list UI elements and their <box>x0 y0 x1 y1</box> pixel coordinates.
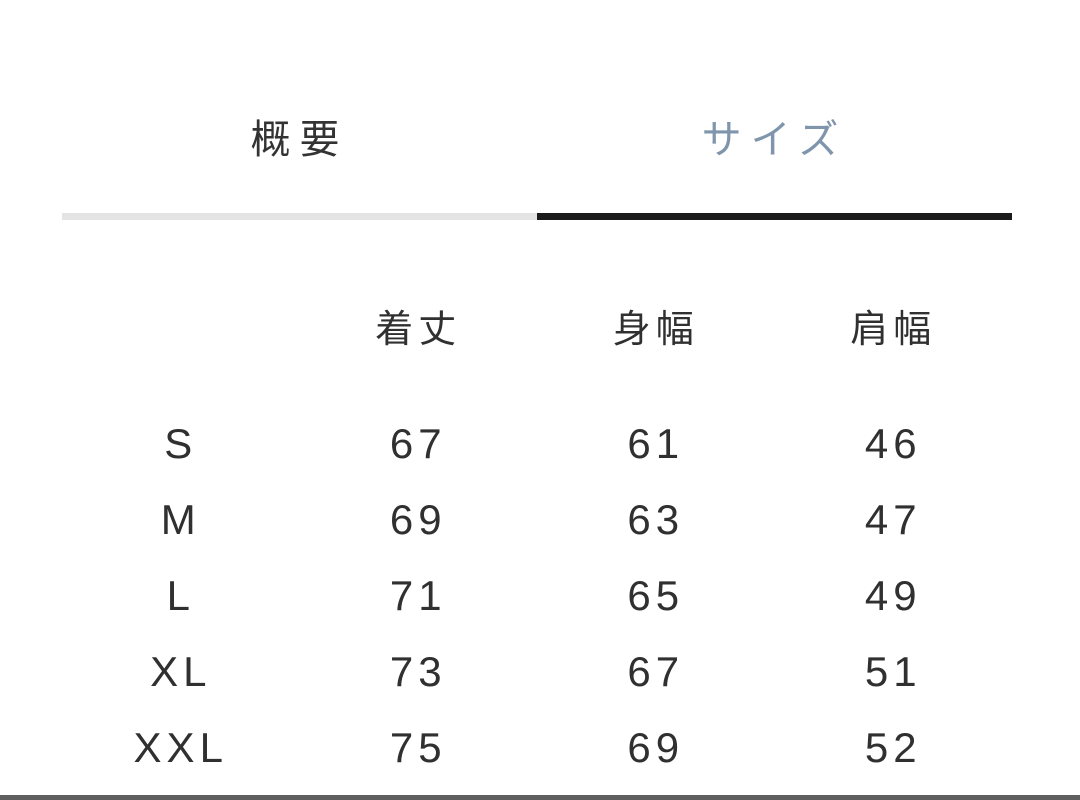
table-row: L 71 65 49 <box>62 558 1012 634</box>
column-header-shoulder-width: 肩幅 <box>850 308 937 351</box>
table-row: S 67 61 46 <box>62 406 1012 482</box>
measurement-value: 69 <box>389 496 447 543</box>
tab-overview[interactable]: 概要 <box>62 96 537 176</box>
bottom-divider <box>0 795 1080 800</box>
table-header-row: 着丈 身幅 肩幅 <box>62 287 1012 363</box>
size-table: 着丈 身幅 肩幅 S 67 61 46 M 69 63 47 L 71 65 4… <box>62 287 1012 786</box>
measurement-value: 49 <box>864 572 922 619</box>
measurement-value: 52 <box>864 724 922 771</box>
size-label: XL <box>150 648 212 695</box>
tab-size[interactable]: サイズ <box>537 96 1012 176</box>
column-header-length: 着丈 <box>375 308 462 351</box>
size-label: S <box>164 420 198 467</box>
measurement-value: 69 <box>627 724 685 771</box>
measurement-value: 47 <box>864 496 922 543</box>
measurement-value: 67 <box>627 648 685 695</box>
measurement-value: 63 <box>627 496 685 543</box>
measurement-value: 67 <box>389 420 447 467</box>
table-row: M 69 63 47 <box>62 482 1012 558</box>
measurement-value: 51 <box>864 648 922 695</box>
tab-bar: 概要 サイズ <box>62 96 1012 176</box>
measurement-value: 65 <box>627 572 685 619</box>
size-label: L <box>166 572 195 619</box>
measurement-value: 75 <box>389 724 447 771</box>
table-row: XXL 75 69 52 <box>62 710 1012 786</box>
tab-indicator-inactive <box>62 213 537 220</box>
tab-indicator-active <box>537 213 1012 220</box>
tab-underline <box>62 213 1012 220</box>
measurement-value: 61 <box>627 420 685 467</box>
measurement-value: 73 <box>389 648 447 695</box>
size-label: XXL <box>133 724 228 771</box>
size-label: M <box>160 496 201 543</box>
table-row: XL 73 67 51 <box>62 634 1012 710</box>
measurement-value: 46 <box>864 420 922 467</box>
measurement-value: 71 <box>389 572 447 619</box>
column-header-body-width: 身幅 <box>612 308 699 351</box>
